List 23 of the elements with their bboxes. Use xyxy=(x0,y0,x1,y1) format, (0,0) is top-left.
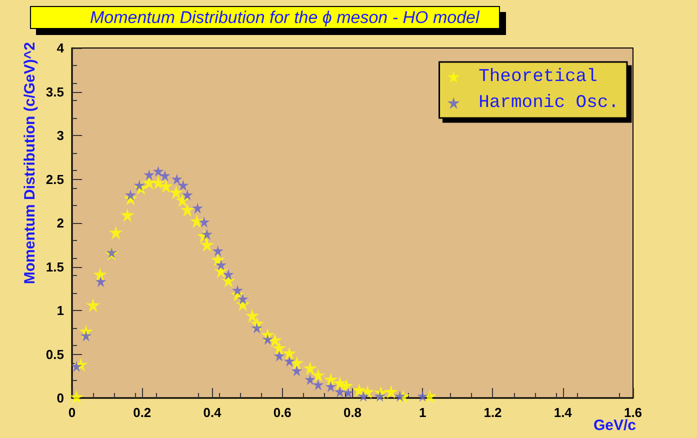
legend-label: Harmonic Osc. xyxy=(478,93,620,113)
y-tick-label: 0.5 xyxy=(46,346,64,362)
y-tick-label: 2.5 xyxy=(46,172,64,187)
x-axis-title: GeV/c xyxy=(593,417,636,434)
y-tick-label: 1 xyxy=(56,303,64,318)
x-tick-label: 1.4 xyxy=(554,405,573,420)
y-axis-title: Momentum Distribution (c/GeV)^2 xyxy=(22,42,38,284)
x-tick-label: 1.6 xyxy=(624,405,642,420)
y-tick-label: 3 xyxy=(56,128,64,143)
x-tick-label: 0.8 xyxy=(343,405,362,420)
x-tick-label: 1 xyxy=(419,405,426,420)
x-tick-label: 0 xyxy=(68,405,76,420)
y-tick-label: 2 xyxy=(56,216,64,230)
x-tick-label: 1.2 xyxy=(484,405,502,420)
y-tick-label: 0 xyxy=(56,390,64,406)
chart-title: Momentum Distribution for the ϕ meson - HO model xyxy=(90,8,480,27)
x-tick-label: 0.6 xyxy=(273,405,292,420)
x-tick-label: 0.2 xyxy=(133,405,152,420)
y-tick-label: 4 xyxy=(56,40,65,56)
y-tick-label: 1.5 xyxy=(46,259,64,274)
legend-label: Theoretical xyxy=(478,67,598,87)
y-tick-label: 3.5 xyxy=(46,84,64,100)
x-tick-label: 0.4 xyxy=(203,405,222,420)
